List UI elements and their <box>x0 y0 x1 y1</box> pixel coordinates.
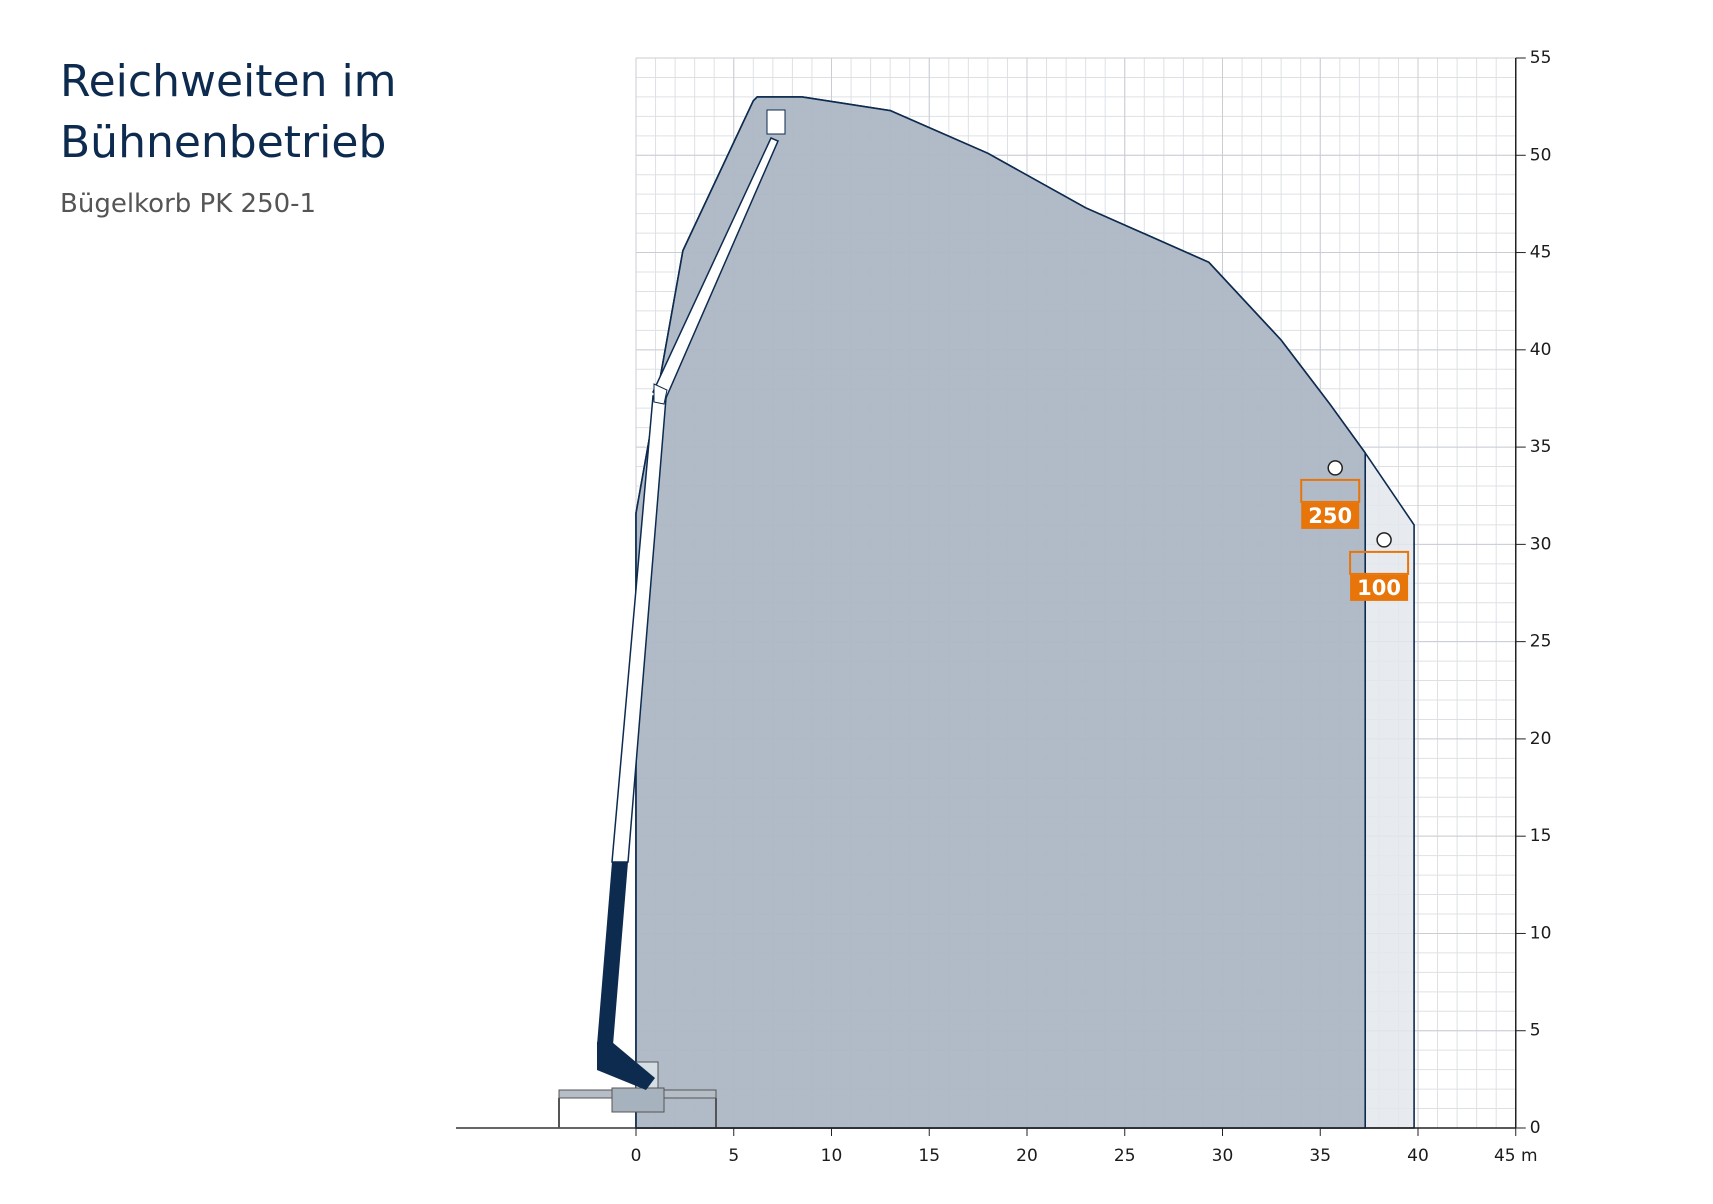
chart-title: Bühnenbetrieb <box>60 117 386 168</box>
reach-area <box>635 96 1367 1129</box>
load-label: 250 <box>1308 504 1352 528</box>
load-basket <box>1349 550 1410 575</box>
x-tick-label: 35 <box>1309 1146 1331 1166</box>
y-tick-label: 45 <box>1530 243 1552 263</box>
y-tick-label: 40 <box>1530 340 1552 360</box>
x-tick-label: 25 <box>1114 1146 1136 1166</box>
y-tick-label: 30 <box>1530 534 1552 554</box>
x-tick-label: 45 m <box>1494 1146 1538 1166</box>
y-tick-label: 10 <box>1530 923 1552 943</box>
y-tick-label: 25 <box>1530 632 1552 652</box>
x-tick-label: 0 <box>631 1146 642 1166</box>
y-tick-label: 5 <box>1530 1021 1541 1041</box>
load-badge <box>1350 574 1409 601</box>
badges: 100 250 <box>1300 460 1410 601</box>
boom-joint <box>653 383 668 405</box>
load-basket <box>1300 478 1361 503</box>
axes: 0 5 10 15 20 25 30 35 40 45 m 0 5 10 15 20 25 30 35 40 45 50… <box>631 48 1552 1166</box>
load-label: 100 <box>1357 576 1401 600</box>
x-tick-label: 20 <box>1016 1146 1038 1166</box>
chart-subtitle: Bügelkorb PK 250-1 <box>60 189 316 219</box>
x-tick-label: 30 <box>1212 1146 1234 1166</box>
y-tick-label: 55 <box>1530 48 1552 68</box>
person-icon <box>1327 460 1343 476</box>
y-tick-label: 20 <box>1530 729 1552 749</box>
x-tick-label: 10 <box>821 1146 843 1166</box>
person-icon <box>1376 532 1392 548</box>
basket <box>766 109 786 135</box>
x-tick-label: 5 <box>728 1146 739 1166</box>
crane <box>456 109 786 1129</box>
y-tick-label: 35 <box>1530 437 1552 457</box>
chart-title: Reichweiten im <box>60 56 397 107</box>
y-tick-label: 50 <box>1530 145 1552 165</box>
y-tick-label: 15 <box>1530 826 1552 846</box>
chassis <box>611 1087 665 1113</box>
areas <box>635 96 1415 1129</box>
x-tick-label: 40 <box>1407 1146 1429 1166</box>
load-badge <box>1301 502 1360 529</box>
x-tick-label: 15 <box>918 1146 940 1166</box>
boom-lower <box>597 862 628 1045</box>
y-tick-label: 0 <box>1530 1118 1541 1138</box>
turret <box>597 1042 655 1090</box>
